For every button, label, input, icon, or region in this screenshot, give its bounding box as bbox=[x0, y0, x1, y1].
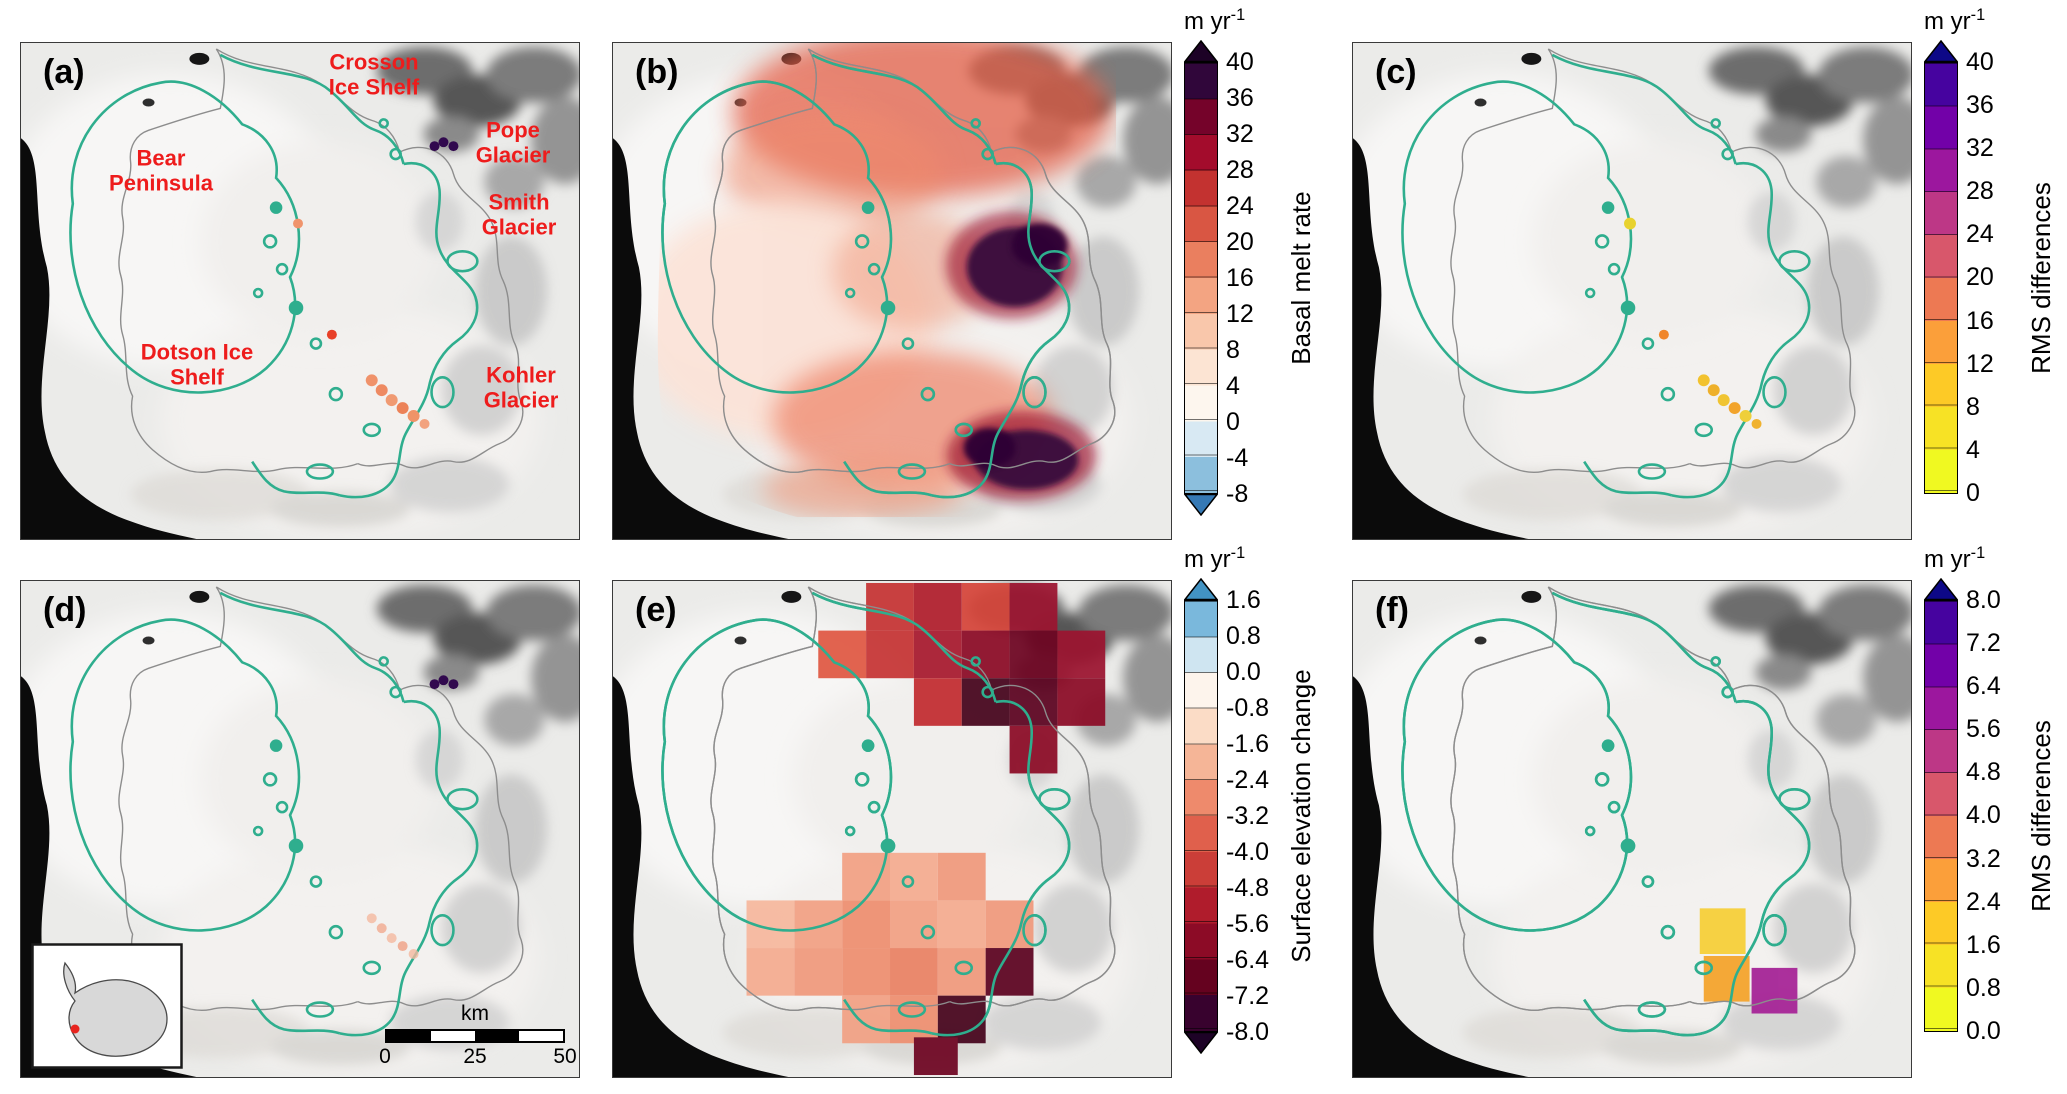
colorbar-rms-differences-bottom: m yr-1 8.0 7.2 6.4 5.6 4.8 4.0 3.2 2.4 1.6 0.8 0.0… bbox=[1924, 544, 2067, 1046]
colorbar-arrow-up bbox=[1184, 578, 1218, 600]
map-a bbox=[21, 43, 579, 539]
map-b bbox=[613, 43, 1171, 539]
map-panel-d: (d) km 0 25 50 bbox=[20, 580, 580, 1078]
panel-letter: (c) bbox=[1375, 53, 1417, 91]
colorbar-segment-lines bbox=[1925, 63, 1957, 493]
colorbar-title: Basal melt rate bbox=[1286, 191, 1316, 365]
scale-bar-unit: km bbox=[461, 1002, 489, 1025]
scale-segment bbox=[431, 1031, 475, 1041]
colorbar-gradient bbox=[1924, 62, 1958, 494]
colorbar-ticks: 40 36 32 28 24 20 16 12 8 4 0 bbox=[1966, 47, 1994, 508]
panel-letter: (f) bbox=[1375, 591, 1409, 629]
map-panel-b: (b) bbox=[612, 42, 1172, 540]
scale-tick: 50 bbox=[553, 1045, 577, 1068]
scale-tick: 25 bbox=[463, 1045, 487, 1068]
elevation-change-dots bbox=[366, 675, 459, 959]
colorbar-gradient bbox=[1924, 600, 1958, 1032]
map-c bbox=[1353, 43, 1911, 539]
map-panel-e: (e) bbox=[612, 580, 1172, 1078]
label-pope-glacier: Pope Glacier bbox=[475, 117, 551, 167]
map-panel-f: (f) bbox=[1352, 580, 1912, 1078]
colorbar-arrow-down bbox=[1184, 494, 1218, 516]
colorbar-unit: m yr-1 bbox=[1184, 544, 1246, 573]
basal-melt-field bbox=[657, 43, 1112, 518]
scale-tick: 0 bbox=[379, 1045, 391, 1068]
colorbar-segment-lines bbox=[1925, 601, 1957, 1031]
panel-letter: (e) bbox=[635, 591, 677, 629]
scale-segment bbox=[475, 1031, 519, 1041]
panel-letter: (d) bbox=[43, 591, 87, 629]
label-kohler-glacier: Kohler Glacier bbox=[483, 362, 559, 412]
elevation-change-grid bbox=[746, 582, 1106, 1076]
scale-bar: km 0 25 50 bbox=[379, 1002, 577, 1068]
colorbar-arrow-up bbox=[1924, 40, 1958, 62]
colorbar-surface-elevation-change: m yr-1 1.6 0.8 0.0 -0.8 -1.6 -2.4 -3.2 -4.0 -4.8… bbox=[1184, 544, 1329, 1054]
map-panel-c: (c) bbox=[1352, 42, 1912, 540]
antarctica-outline bbox=[63, 961, 168, 1057]
colorbar-arrow-down bbox=[1184, 1032, 1218, 1054]
rms-difference-dots bbox=[1624, 217, 1762, 429]
label-dotson-ice-shelf: Dotson Ice Shelf bbox=[140, 339, 254, 389]
label-smith-glacier: Smith Glacier bbox=[481, 189, 557, 239]
scale-bar-segments bbox=[385, 1029, 565, 1043]
scale-segment bbox=[387, 1031, 431, 1041]
label-crosson-ice-shelf: Crosson Ice Shelf bbox=[328, 49, 420, 99]
colorbar-ticks: 1.6 0.8 0.0 -0.8 -1.6 -2.4 -3.2 -4.0 -4.8 -5.6 -6.… bbox=[1226, 585, 1270, 1046]
colorbar-unit: m yr-1 bbox=[1184, 6, 1246, 35]
colorbar-segment-lines bbox=[1185, 63, 1217, 493]
colorbar-unit: m yr-1 bbox=[1924, 544, 1986, 573]
map-panel-a: (a) Crosson Ice Shelf Pope Glacier Bear … bbox=[20, 42, 580, 540]
colorbar-gradient bbox=[1184, 600, 1218, 1032]
rms-difference-grid bbox=[1699, 908, 1798, 1014]
panel-letter: (a) bbox=[43, 53, 85, 91]
colorbar-rms-differences-top: m yr-1 40 36 32 28 24 20 16 12 8 4 0 RMS differenc… bbox=[1924, 6, 2067, 508]
colorbar-basal-melt-rate: m yr-1 40 36 32 28 24 20 16 12 8 4 0 -4 -8 Basal mel… bbox=[1184, 6, 1329, 516]
map-f bbox=[1353, 581, 1911, 1077]
colorbar-gradient bbox=[1184, 62, 1218, 494]
label-bear-peninsula: Bear Peninsula bbox=[109, 145, 213, 195]
scale-segment bbox=[519, 1031, 563, 1041]
colorbar-arrow-up bbox=[1924, 578, 1958, 600]
colorbar-title: Surface elevation change bbox=[1286, 669, 1316, 963]
colorbar-title: RMS differences bbox=[2026, 182, 2056, 374]
colorbar-unit: m yr-1 bbox=[1924, 6, 1986, 35]
colorbar-ticks: 40 36 32 28 24 20 16 12 8 4 0 -4 -8 bbox=[1226, 47, 1254, 508]
antarctica-inset-map bbox=[31, 943, 183, 1069]
colorbar-title: RMS differences bbox=[2026, 720, 2056, 912]
map-e bbox=[613, 581, 1171, 1077]
map-d bbox=[21, 581, 579, 1077]
colorbar-segment-lines bbox=[1185, 601, 1217, 1031]
melt-rate-dots bbox=[293, 137, 459, 429]
study-area-marker bbox=[70, 1024, 80, 1034]
colorbar-arrow-up bbox=[1184, 40, 1218, 62]
panel-letter: (b) bbox=[635, 53, 679, 91]
colorbar-ticks: 8.0 7.2 6.4 5.6 4.8 4.0 3.2 2.4 1.6 0.8 0.0 bbox=[1966, 585, 2001, 1046]
